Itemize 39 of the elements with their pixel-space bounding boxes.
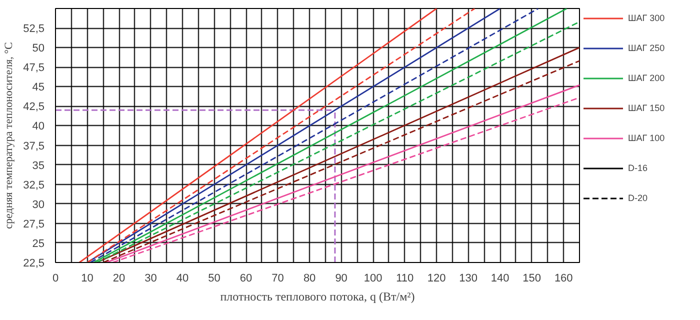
y-tick-label: 52,5 (23, 23, 45, 36)
x-tick-label: 110 (396, 272, 414, 284)
legend-label: ШАГ 200 (628, 73, 665, 83)
y-tick-label: 45 (32, 82, 45, 94)
x-tick-label: 20 (112, 272, 126, 284)
x-tick-label: 0 (52, 272, 59, 284)
legend-label: D-16 (628, 163, 648, 173)
x-tick-label: 50 (208, 272, 220, 284)
x-tick-label: 10 (81, 272, 94, 284)
x-tick-label: 160 (554, 272, 573, 284)
y-tick-label: 50 (32, 42, 45, 55)
x-tick-label: 90 (335, 272, 348, 284)
x-tick-label: 100 (364, 272, 382, 284)
y-tick-label: 40 (32, 120, 45, 133)
y-tick-label: 47,5 (23, 62, 45, 74)
legend-label: ШАГ 250 (628, 43, 665, 53)
legend-label: ШАГ 100 (628, 133, 665, 143)
y-tick-label: 35 (32, 160, 45, 172)
x-tick-label: 150 (522, 272, 542, 284)
y-tick-label: 32,5 (23, 179, 45, 192)
legend-label: D-20 (628, 193, 648, 203)
x-tick-label: 30 (144, 272, 157, 284)
x-tick-label: 140 (490, 272, 510, 284)
y-tick-label: 42,5 (23, 101, 45, 114)
legend-label: ШАГ 150 (628, 103, 665, 113)
x-tick-label: 130 (459, 272, 478, 284)
x-tick-label: 60 (240, 272, 252, 284)
x-axis-title: плотность теплового потока, q (Вт/м²) (220, 290, 415, 304)
x-tick-label: 40 (176, 272, 189, 284)
y-tick-label: 25 (32, 238, 45, 250)
y-tick-label: 37,5 (23, 140, 45, 152)
x-tick-label: 80 (303, 272, 316, 284)
y-tick-label: 22,5 (23, 258, 45, 270)
y-tick-label: 30 (32, 198, 45, 211)
legend-label: ШАГ 300 (628, 13, 665, 23)
y-axis-title: средняя температура теплоносителя, °C (3, 42, 16, 229)
x-tick-label: 120 (427, 272, 446, 284)
y-tick-label: 27,5 (23, 218, 45, 230)
x-tick-label: 70 (272, 272, 284, 284)
